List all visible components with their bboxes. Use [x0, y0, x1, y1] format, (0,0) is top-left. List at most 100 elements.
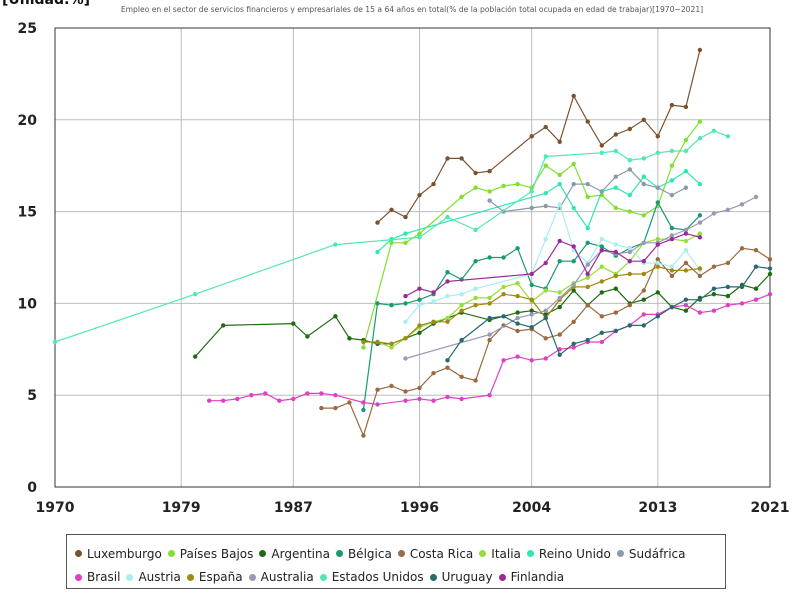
- data-point: [613, 185, 618, 190]
- data-point: [473, 295, 478, 301]
- data-point: [655, 134, 660, 139]
- data-point: [487, 301, 492, 306]
- series-australia: [403, 194, 759, 361]
- data-point: [529, 358, 534, 363]
- legend-label: Argentina: [271, 546, 330, 561]
- data-point: [683, 303, 689, 308]
- data-point: [753, 286, 759, 291]
- legend-item: Luxemburgo: [75, 547, 162, 561]
- data-point: [697, 235, 703, 240]
- y-axis-label: [Unidad:%]: [2, 0, 91, 8]
- data-point: [515, 246, 520, 251]
- data-point: [641, 174, 646, 179]
- data-point: [599, 150, 604, 155]
- data-point: [431, 319, 436, 324]
- data-point: [697, 220, 703, 225]
- x-tick-label: 2013: [638, 500, 677, 516]
- data-point: [753, 264, 759, 269]
- series-austria: [403, 202, 703, 324]
- y-tick-label: 5: [27, 388, 37, 404]
- data-point: [641, 271, 646, 277]
- data-point: [431, 398, 436, 403]
- legend-item: Bélgica: [335, 546, 392, 561]
- series-brasil: [207, 292, 773, 407]
- data-point: [739, 301, 745, 306]
- data-point: [697, 136, 703, 141]
- data-point: [543, 288, 548, 293]
- data-point: [543, 312, 548, 317]
- legend-item: Brasil: [75, 570, 120, 584]
- legend-label: España: [198, 570, 243, 584]
- data-point: [641, 213, 646, 218]
- data-point: [669, 148, 675, 154]
- data-point: [683, 137, 689, 143]
- data-point: [669, 163, 675, 168]
- legend: Luxemburgo Países Bajos Argentina Bélgica Co…: [66, 534, 726, 589]
- grid-lines: [54, 27, 771, 488]
- x-tick-label: 2021: [751, 500, 790, 516]
- legend-marker: [126, 573, 134, 581]
- data-point: [417, 323, 422, 328]
- data-point: [627, 303, 632, 308]
- data-point: [529, 325, 534, 330]
- data-point: [543, 308, 548, 313]
- data-point: [417, 231, 422, 236]
- data-point: [711, 286, 717, 291]
- data-point: [375, 301, 380, 306]
- legend-label: Reino Unido: [538, 546, 611, 561]
- data-point: [417, 286, 422, 291]
- data-point: [515, 315, 520, 321]
- legend-item: Finlandia: [498, 570, 564, 584]
- data-point: [599, 189, 604, 194]
- data-point: [515, 310, 520, 315]
- series-argentina: [193, 271, 773, 359]
- legend-label: Austria: [138, 570, 181, 584]
- data-point: [669, 102, 675, 108]
- data-point: [487, 393, 492, 398]
- data-point: [375, 339, 380, 345]
- data-point: [697, 181, 703, 187]
- data-point: [403, 293, 408, 299]
- data-point: [445, 394, 450, 400]
- data-point: [683, 297, 689, 302]
- data-point: [655, 236, 660, 242]
- data-point: [627, 192, 632, 198]
- data-point: [599, 264, 604, 269]
- data-point: [627, 323, 632, 328]
- data-point: [669, 264, 675, 269]
- data-point: [543, 260, 548, 266]
- legend-label: Bélgica: [347, 546, 392, 561]
- data-point: [739, 284, 745, 290]
- data-point: [739, 202, 745, 207]
- data-point: [543, 124, 548, 130]
- data-point: [403, 240, 408, 245]
- data-point: [655, 257, 660, 262]
- data-point: [683, 148, 689, 154]
- data-point: [725, 207, 731, 212]
- data-point: [557, 352, 562, 357]
- series-line: [405, 196, 757, 360]
- data-point: [403, 319, 408, 324]
- data-point: [627, 249, 632, 255]
- data-point: [725, 303, 731, 308]
- legend-marker: [397, 550, 405, 557]
- data-point: [543, 356, 548, 361]
- data-point: [655, 200, 660, 205]
- data-point: [585, 225, 590, 231]
- legend-marker: [75, 550, 82, 557]
- data-point: [627, 158, 632, 163]
- data-point: [431, 181, 436, 187]
- data-point: [725, 284, 731, 290]
- data-point: [627, 167, 632, 172]
- data-point: [599, 279, 604, 284]
- legend-label: Luxemburgo: [87, 546, 162, 561]
- data-point: [305, 391, 310, 396]
- data-point: [515, 328, 520, 334]
- x-tick-label: 1970: [36, 500, 75, 516]
- data-point: [599, 143, 604, 148]
- data-point: [389, 341, 394, 346]
- data-point: [207, 398, 212, 403]
- data-point: [613, 242, 618, 247]
- data-point: [613, 132, 618, 137]
